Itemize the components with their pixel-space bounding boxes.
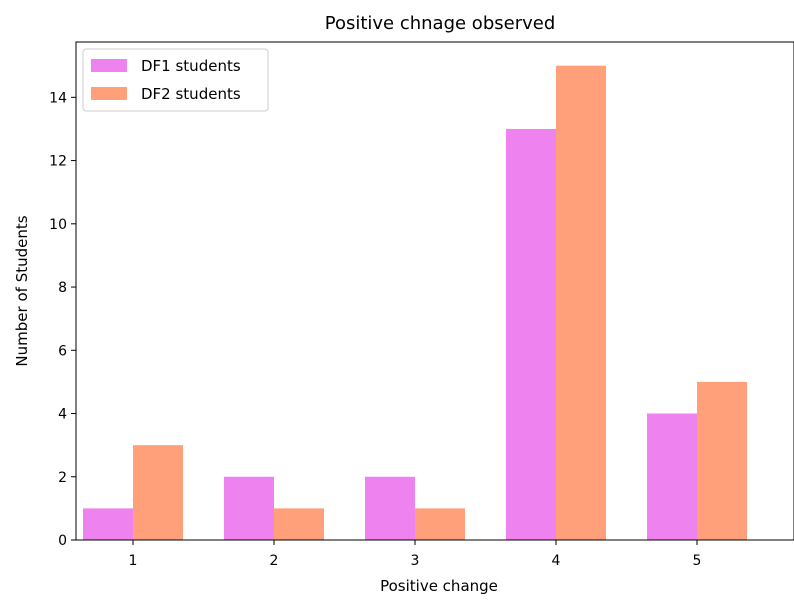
legend-swatch-series2 (91, 87, 127, 100)
bar-series2-5 (697, 381, 747, 540)
legend-label-series1: DF1 students (141, 57, 241, 75)
bar-series1-4 (506, 128, 556, 540)
y-tick-label: 8 (58, 280, 67, 296)
bar-series1-2 (224, 476, 274, 540)
y-tick-label: 0 (58, 533, 67, 549)
y-tick-label: 12 (49, 154, 67, 170)
legend-swatch-series1 (91, 59, 127, 72)
bar-series2-4 (556, 65, 606, 540)
x-tick-label: 4 (552, 553, 561, 569)
bar-series1-5 (647, 413, 697, 540)
legend-label-series2: DF2 students (141, 85, 241, 103)
y-tick-label: 14 (49, 90, 67, 106)
x-tick-label: 5 (693, 553, 702, 569)
x-tick-label: 3 (411, 553, 420, 569)
bar-series2-2 (274, 508, 324, 540)
bar-series1-1 (83, 508, 133, 540)
plot-frame (75, 41, 794, 541)
y-tick-label: 10 (49, 217, 67, 233)
legend-box (82, 48, 269, 112)
bar-series2-1 (133, 445, 183, 540)
bar-series2-3 (415, 508, 465, 540)
x-tick-label: 2 (270, 553, 279, 569)
y-tick-label: 6 (58, 343, 67, 359)
x-tick-label: 1 (129, 553, 138, 569)
y-axis-label: Number of Students (13, 215, 31, 366)
bar-series1-3 (365, 476, 415, 540)
x-axis-ticks: 1 2 3 4 5 (129, 540, 702, 569)
y-tick-label: 2 (58, 470, 67, 486)
legend: DF1 students DF2 students (82, 48, 269, 112)
y-tick-label: 4 (58, 407, 67, 423)
chart-title: Positive chnage observed (325, 13, 556, 34)
bars-group (83, 65, 747, 540)
x-axis-label: Positive change (380, 577, 498, 595)
y-axis-ticks: 0 2 4 6 8 10 12 14 (49, 90, 76, 549)
